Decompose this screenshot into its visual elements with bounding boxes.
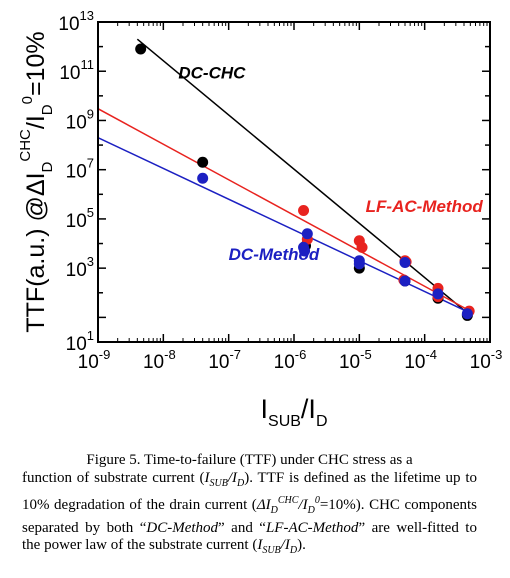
tick-labels: 10-9 10-8 10-7 10-6 10-5 10-4 10-3 101 103 105 107… [58, 8, 502, 373]
axis-labels: ISUB/ID TTF(a.u.) @ΔIDCHC/ID0=10% [17, 31, 328, 430]
y-tick-label: 1013 [58, 8, 94, 35]
point-lf-ac-method [298, 204, 310, 216]
point-dc-method [461, 308, 473, 320]
point-dc-chc [197, 156, 209, 168]
y-tick-label: 107 [66, 156, 94, 183]
fit-lines [98, 38, 471, 317]
point-dc-method [301, 228, 313, 240]
series-label-dc-chc: DC-CHC [178, 64, 246, 83]
y-tick-label: 105 [66, 205, 94, 232]
x-tick-label: 10-6 [274, 347, 307, 373]
x-tick-label: 10-4 [404, 347, 437, 373]
caption-body: function of substrate current (ISUB/ID).… [22, 469, 477, 557]
series-labels: DC-CHC LF-AC-Method DC-Method [178, 64, 483, 265]
x-axis-label: ISUB/ID [261, 394, 328, 430]
point-dc-method [353, 258, 365, 270]
y-tick-label: 1011 [59, 57, 94, 84]
x-tick-label: 10-8 [143, 347, 176, 373]
point-dc-method [197, 172, 209, 184]
point-dc-method [432, 288, 444, 300]
y-axis-label: TTF(a.u.) @ΔIDCHC/ID0=10% [17, 31, 56, 332]
ttf-chart: 10-9 10-8 10-7 10-6 10-5 10-4 10-3 101 103 105 107… [17, 8, 502, 430]
data-points [135, 43, 475, 321]
point-dc-chc [135, 43, 147, 55]
series-label-lf-ac-method: LF-AC-Method [366, 197, 484, 216]
point-dc-method [399, 256, 411, 268]
x-tick-label: 10-7 [208, 347, 241, 373]
caption-line-1: Figure 5. Time-to-failure (TTF) under CH… [86, 452, 413, 468]
fit-line-dc-method [98, 136, 471, 314]
figure-caption: Figure 5. Time-to-failure (TTF) under CH… [22, 452, 477, 560]
axis-ticks [97, 21, 491, 343]
x-tick-label: 10-3 [470, 347, 503, 373]
point-dc-method [399, 275, 411, 287]
y-axis-label-text: TTF(a.u.) @ΔIDCHC/ID0=10% [17, 31, 56, 332]
series-label-dc-method: DC-Method [229, 245, 320, 264]
point-dc-method [299, 245, 311, 257]
x-tick-label: 10-5 [339, 347, 372, 373]
y-tick-label: 103 [66, 254, 94, 281]
fit-line-dc-chc [136, 38, 471, 317]
y-tick-label: 109 [66, 106, 94, 133]
point-lf-ac-method [356, 241, 368, 253]
x-tick-label: 10-9 [78, 347, 111, 373]
y-tick-label: 101 [66, 328, 94, 355]
